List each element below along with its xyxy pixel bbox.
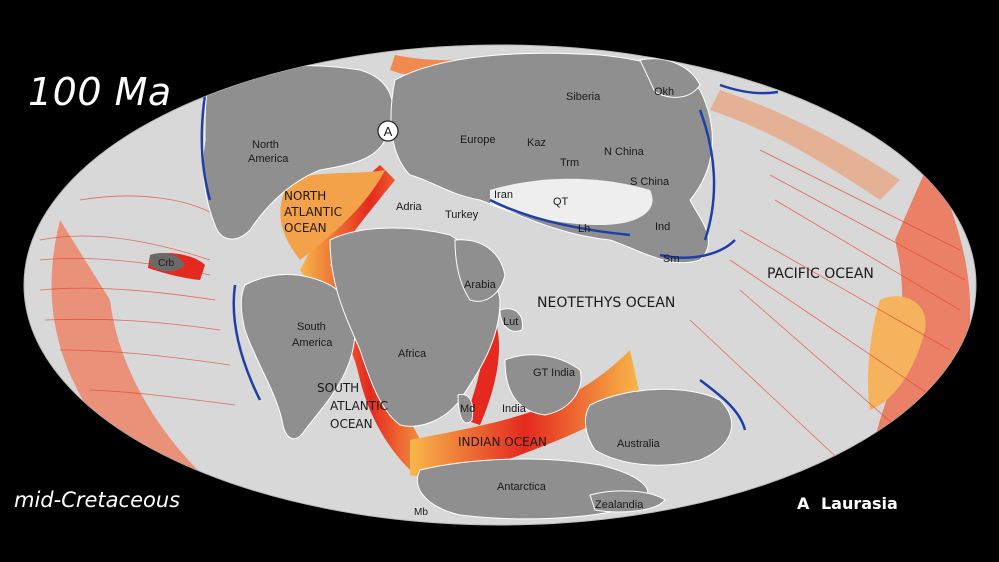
indian-ocean-ridge [410,350,640,477]
period-label: mid-Cretaceous [14,488,181,512]
label-south-america: South [297,321,326,333]
label-india: India [502,403,527,415]
label-lut: Lut [503,316,518,328]
label-north-atlantic-1: NORTH [284,189,326,203]
label-trm: Trm [560,157,579,169]
label-south-atlantic-3: OCEAN [330,417,373,431]
label-south-america-2: America [292,337,333,349]
pacific-north-ridge-belt [710,90,900,200]
label-crb: Crb [158,258,175,269]
label-north-america-2: America [248,153,289,165]
label-md: Md [460,403,475,415]
label-qt: QT [553,196,569,208]
label-adria: Adria [396,201,423,213]
label-n-china: N China [604,146,645,158]
label-ind: Ind [655,221,670,233]
isochrons-west [39,195,236,406]
continent-siberia-east [639,58,701,98]
continent-arabia [454,239,506,302]
label-zealandia: Zealandia [595,499,644,511]
continent-india [504,354,582,416]
continent-south-america [240,274,356,440]
label-africa: Africa [398,348,427,360]
label-europe: Europe [460,134,495,146]
pacific-west-ridge-belt [51,220,230,520]
label-neotethys: NEOTETHYS OCEAN [537,295,675,311]
label-okh: Okh [654,86,674,98]
continent-australia [584,388,733,466]
label-north-america: North [252,139,279,151]
label-siberia: Siberia [566,91,601,103]
label-south-atlantic-1: SOUTH [317,381,359,395]
continent-zealandia [589,490,666,513]
marker-circle [377,120,399,142]
label-sm: Sm [663,253,680,265]
subduction-zones [200,83,779,431]
label-turkey: Turkey [445,209,479,221]
isochrons-east [689,149,966,471]
label-north-atlantic-3: OCEAN [284,221,327,235]
continent-lut [499,308,524,332]
ocean-labels: NORTH ATLANTIC OCEAN SOUTH ATLANTIC OCEA… [284,189,874,449]
label-australia: Australia [617,438,661,450]
corner-caption: A Laurasia [797,494,898,513]
label-indian: INDIAN OCEAN [458,435,547,449]
label-arabia: Arabia [464,279,497,291]
age-label: 100 Ma [28,70,172,114]
label-kaz: Kaz [527,137,546,149]
label-mb: Mb [414,507,428,518]
label-north-atlantic-2: ATLANTIC [284,205,342,219]
continent-madagascar [457,393,474,424]
label-south-atlantic-2: ATLANTIC [330,399,388,413]
tethys-shelf [490,178,653,225]
marker-letter: A [384,124,393,139]
region-labels: North America Siberia Okh Europe Kaz N C… [158,86,680,518]
label-antarctica: Antarctica [497,481,547,493]
label-lh: Lh [578,223,590,235]
continent-crb [150,253,185,272]
label-gt-india: GT India [533,367,576,379]
north-atlantic-basin [280,170,385,260]
label-pacific: PACIFIC OCEAN [767,266,874,282]
label-iran: Iran [494,189,513,201]
label-s-china: S China [630,176,670,188]
pacific-east-plateau [868,296,926,410]
